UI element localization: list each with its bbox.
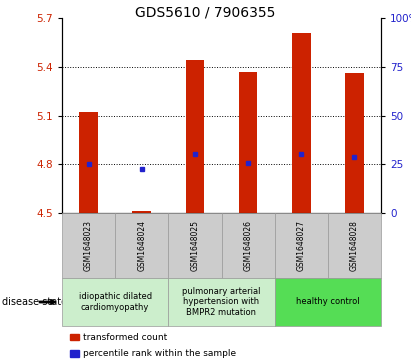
Text: GSM1648027: GSM1648027 xyxy=(297,220,306,271)
Text: GSM1648024: GSM1648024 xyxy=(137,220,146,271)
Text: GSM1648026: GSM1648026 xyxy=(244,220,253,271)
Bar xyxy=(345,73,364,213)
Text: pulmonary arterial
hypertension with
BMPR2 mutation: pulmonary arterial hypertension with BMP… xyxy=(182,287,261,317)
Text: percentile rank within the sample: percentile rank within the sample xyxy=(83,349,236,358)
Text: GSM1648023: GSM1648023 xyxy=(84,220,93,271)
Text: idiopathic dilated
cardiomyopathy: idiopathic dilated cardiomyopathy xyxy=(79,292,152,312)
Bar xyxy=(292,33,311,213)
Text: GDS5610 / 7906355: GDS5610 / 7906355 xyxy=(135,5,276,19)
Text: transformed count: transformed count xyxy=(83,333,168,342)
Text: disease state: disease state xyxy=(2,297,67,307)
Bar xyxy=(79,112,98,213)
Text: GSM1648028: GSM1648028 xyxy=(350,220,359,271)
Bar xyxy=(132,211,151,213)
Bar xyxy=(239,72,257,213)
Text: GSM1648025: GSM1648025 xyxy=(190,220,199,271)
Text: healthy control: healthy control xyxy=(296,298,360,306)
Bar xyxy=(186,60,204,213)
